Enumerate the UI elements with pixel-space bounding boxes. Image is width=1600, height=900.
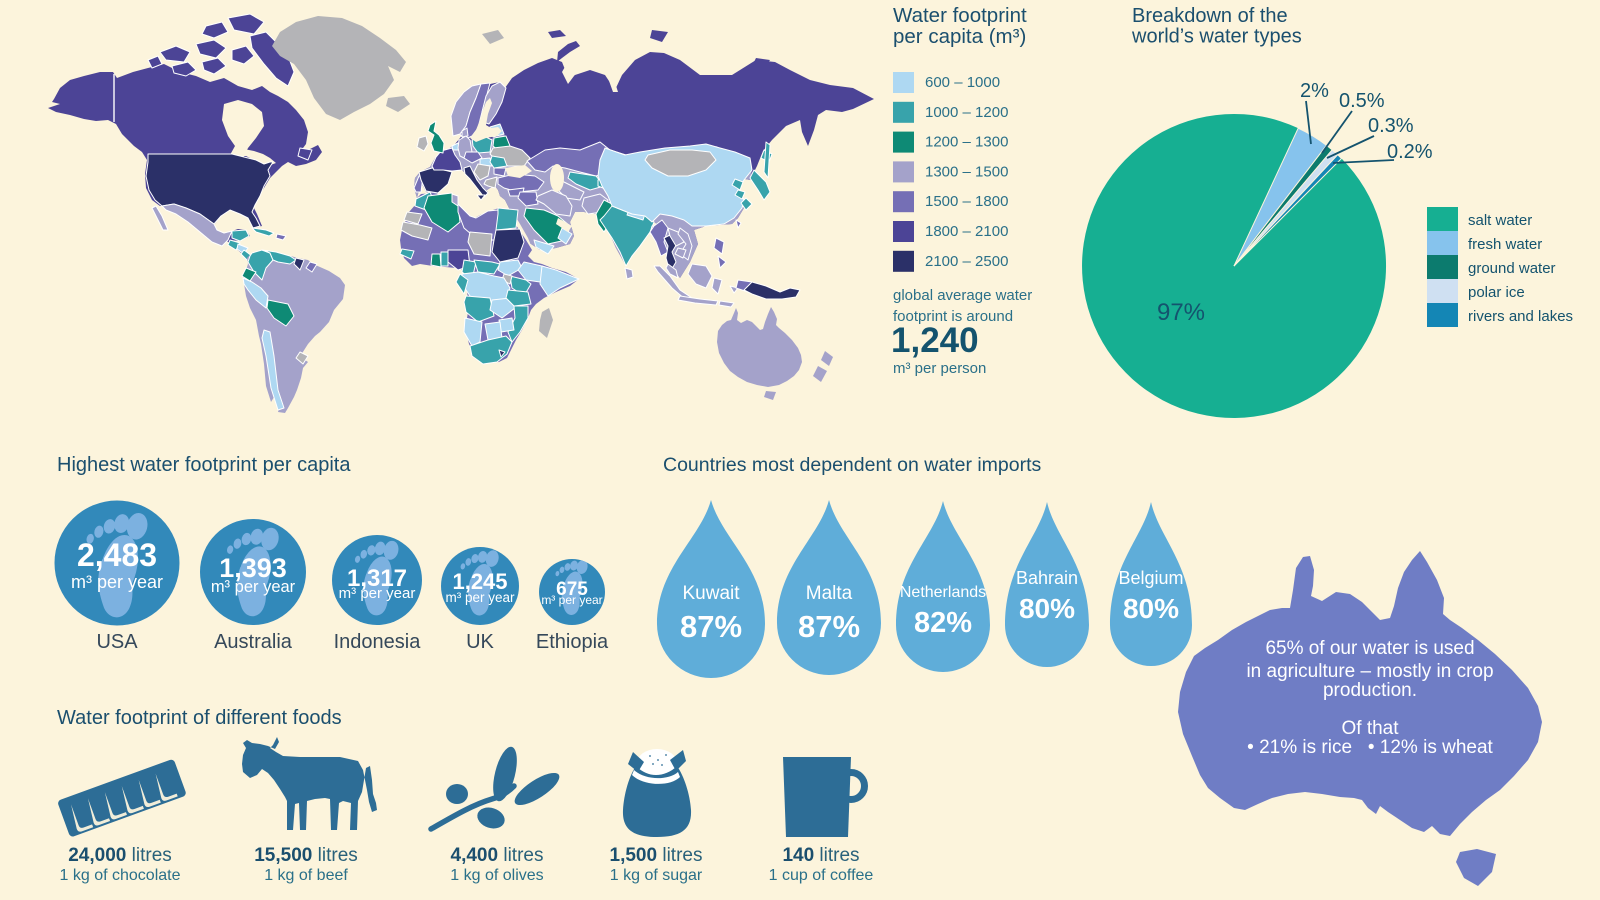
svg-text:1 kg of beef: 1 kg of beef [264, 867, 348, 884]
svg-text:1,240: 1,240 [891, 321, 979, 360]
svg-text:ground water: ground water [1468, 260, 1556, 277]
svg-text:salt water: salt water [1468, 212, 1532, 229]
svg-text:polar ice: polar ice [1468, 284, 1525, 301]
svg-text:1800 – 2100: 1800 – 2100 [925, 223, 1008, 240]
svg-text:Netherlands: Netherlands [900, 584, 986, 601]
svg-text:m³ per person: m³ per person [893, 360, 986, 377]
svg-text:1 kg of sugar: 1 kg of sugar [610, 867, 703, 884]
svg-text:per capita (m³): per capita (m³) [893, 25, 1026, 48]
svg-text:Breakdown of the: Breakdown of the [1132, 5, 1288, 27]
svg-text:2,483: 2,483 [77, 537, 157, 573]
svg-text:global average water: global average water [893, 287, 1032, 304]
svg-text:1,393: 1,393 [219, 553, 287, 583]
svg-text:m³ per year: m³ per year [541, 593, 602, 607]
svg-text:15,500 litres: 15,500 litres [254, 845, 358, 866]
svg-text:1200 – 1300: 1200 – 1300 [925, 134, 1008, 151]
svg-text:1,317: 1,317 [347, 565, 407, 592]
svg-text:0.5%: 0.5% [1339, 90, 1385, 112]
svg-text:Water footprint of different f: Water footprint of different foods [57, 707, 342, 729]
svg-text:Highest water footprint per ca: Highest water footprint per capita [57, 454, 351, 476]
svg-text:footprint is around: footprint is around [893, 308, 1013, 325]
svg-text:Of that: Of that [1341, 718, 1399, 739]
svg-text:Malta: Malta [806, 583, 853, 604]
svg-text:80%: 80% [1123, 593, 1179, 624]
svg-text:1 cup of coffee: 1 cup of coffee [769, 867, 874, 884]
svg-text:production.: production. [1323, 680, 1417, 701]
svg-text:140 litres: 140 litres [782, 845, 859, 866]
svg-text:675: 675 [556, 579, 588, 600]
svg-text:2100 – 2500: 2100 – 2500 [925, 253, 1008, 270]
svg-text:Bahrain: Bahrain [1016, 568, 1078, 588]
svg-text:0.2%: 0.2% [1387, 141, 1433, 163]
svg-text:97%: 97% [1157, 299, 1205, 326]
svg-text:Water footprint: Water footprint [893, 4, 1027, 27]
svg-text:• 21% is rice • 12% is wheat: • 21% is rice • 12% is wheat [1247, 737, 1493, 758]
svg-text:24,000 litres: 24,000 litres [68, 845, 172, 866]
svg-text:rivers and lakes: rivers and lakes [1468, 308, 1573, 325]
svg-text:m³ per year: m³ per year [71, 572, 163, 592]
svg-text:Ethiopia: Ethiopia [536, 631, 609, 653]
svg-text:in agriculture – mostly in cro: in agriculture – mostly in crop [1246, 661, 1493, 682]
svg-text:Indonesia: Indonesia [334, 631, 422, 653]
svg-text:m³ per year: m³ per year [339, 585, 416, 602]
svg-text:2%: 2% [1300, 80, 1329, 102]
svg-text:Countries most dependent on wa: Countries most dependent on water import… [663, 454, 1042, 476]
svg-text:1,500 litres: 1,500 litres [610, 845, 703, 866]
svg-text:1000 – 1200: 1000 – 1200 [925, 104, 1008, 121]
svg-text:m³ per year: m³ per year [445, 590, 515, 605]
svg-text:world’s water types: world’s water types [1131, 26, 1302, 48]
svg-text:1,245: 1,245 [452, 569, 507, 594]
svg-text:1 kg of olives: 1 kg of olives [450, 867, 543, 884]
svg-text:600 – 1000: 600 – 1000 [925, 74, 1000, 91]
svg-text:m³ per year: m³ per year [211, 578, 296, 596]
svg-text:87%: 87% [798, 609, 860, 644]
svg-text:Belgium: Belgium [1118, 568, 1183, 588]
svg-text:Australia: Australia [214, 631, 293, 653]
svg-text:82%: 82% [914, 607, 972, 639]
svg-text:USA: USA [96, 631, 138, 653]
svg-text:0.3%: 0.3% [1368, 115, 1414, 137]
svg-text:1300 – 1500: 1300 – 1500 [925, 163, 1008, 180]
svg-text:Kuwait: Kuwait [682, 583, 740, 604]
svg-text:fresh water: fresh water [1468, 236, 1542, 253]
svg-text:1 kg of chocolate: 1 kg of chocolate [60, 867, 181, 884]
svg-text:65% of our water is used: 65% of our water is used [1265, 638, 1474, 659]
svg-text:80%: 80% [1019, 593, 1075, 624]
svg-text:4,400 litres: 4,400 litres [451, 845, 544, 866]
svg-text:87%: 87% [680, 609, 742, 644]
svg-text:UK: UK [466, 631, 494, 653]
svg-text:1500 – 1800: 1500 – 1800 [925, 193, 1008, 210]
